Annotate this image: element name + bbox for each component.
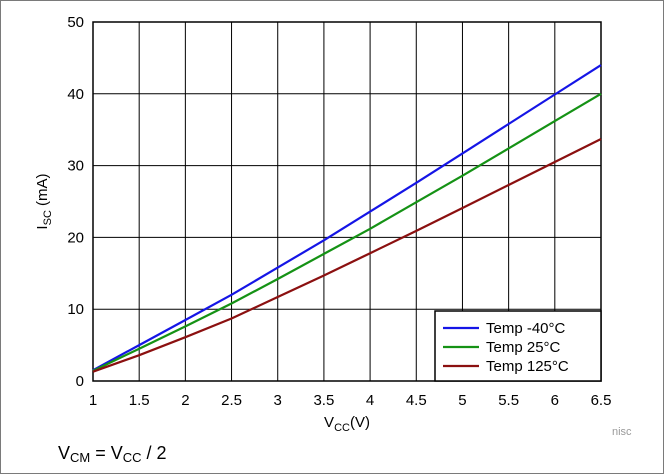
x-tick-label: 6 <box>551 392 559 409</box>
legend-label-0: Temp -40°C <box>486 320 566 337</box>
y-tick-label: 50 <box>67 14 84 31</box>
watermark: nisc <box>612 426 632 438</box>
condition-footnote: VCM = VCC / 2 <box>58 443 167 465</box>
x-tick-label: 1 <box>89 392 97 409</box>
y-tick-label: 20 <box>67 229 84 246</box>
x-tick-label: 4.5 <box>406 392 427 409</box>
series-line-1 <box>92 92 602 372</box>
plot-border <box>92 21 602 382</box>
legend-label-2: Temp 125°C <box>486 358 569 375</box>
y-tick-label: 10 <box>67 301 84 318</box>
x-tick-label: 5 <box>458 392 466 409</box>
series-line-2 <box>92 138 602 373</box>
x-tick-label: 4 <box>366 392 374 409</box>
y-tick-label: 40 <box>67 86 84 103</box>
x-tick-label: 2.5 <box>221 392 242 409</box>
y-tick-label: 30 <box>67 158 84 175</box>
y-tick-label: 0 <box>76 373 84 390</box>
x-tick-label: 3 <box>274 392 282 409</box>
x-tick-label: 5.5 <box>498 392 519 409</box>
x-tick-label: 3.5 <box>313 392 334 409</box>
legend-label-1: Temp 25°C <box>486 339 561 356</box>
x-tick-label: 2 <box>181 392 189 409</box>
x-axis-label: VCC(V) <box>324 414 370 434</box>
x-tick-label: 6.5 <box>591 392 612 409</box>
x-tick-label: 1.5 <box>129 392 150 409</box>
y-axis-label: ISC (mA) <box>34 173 54 229</box>
series-line-0 <box>92 64 602 372</box>
